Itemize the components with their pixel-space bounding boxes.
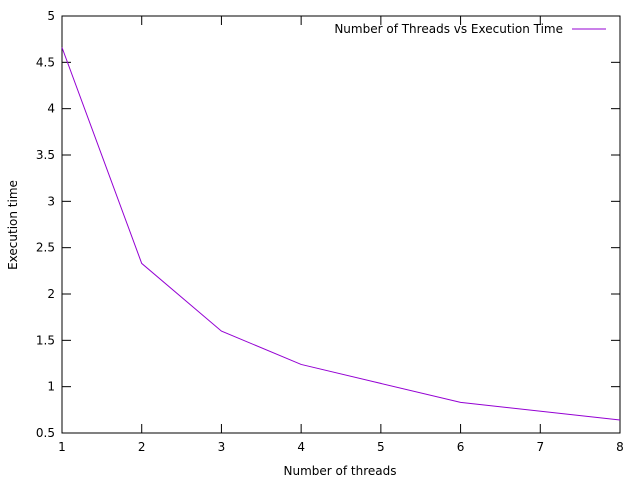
x-axis-label: Number of threads (284, 464, 397, 478)
plot-frame (61, 15, 621, 434)
axis-ticks: 1 2 3 4 5 6 7 80.511.522.533.544.55 (36, 9, 624, 454)
y-axis-label: Execution time (6, 180, 20, 270)
y-tick-label: 2.5 (36, 241, 55, 255)
x-tick-label: 2 (138, 440, 146, 454)
x-tick-label: 5 (377, 440, 385, 454)
y-tick-label: 5 (47, 9, 55, 23)
x-tick-label: 7 (536, 440, 544, 454)
y-tick-label: 0.5 (36, 426, 55, 440)
y-tick-label: 2 (47, 287, 55, 301)
y-tick-label: 1.5 (36, 333, 55, 347)
x-tick-label: 6 (457, 440, 465, 454)
series-layer (61, 47, 621, 421)
x-tick-label: 4 (297, 440, 305, 454)
y-tick-label: 4 (47, 102, 55, 116)
legend: Number of Threads vs Execution Time (334, 22, 606, 36)
x-tick-label: 3 (218, 440, 226, 454)
y-tick-label: 1 (47, 380, 55, 394)
series-line (61, 47, 621, 421)
x-tick-label: 8 (616, 440, 624, 454)
y-tick-label: 3 (47, 194, 55, 208)
legend-label: Number of Threads vs Execution Time (334, 22, 563, 36)
y-tick-label: 3.5 (36, 148, 55, 162)
y-tick-label: 4.5 (36, 55, 55, 69)
x-tick-label: 1 (58, 440, 66, 454)
